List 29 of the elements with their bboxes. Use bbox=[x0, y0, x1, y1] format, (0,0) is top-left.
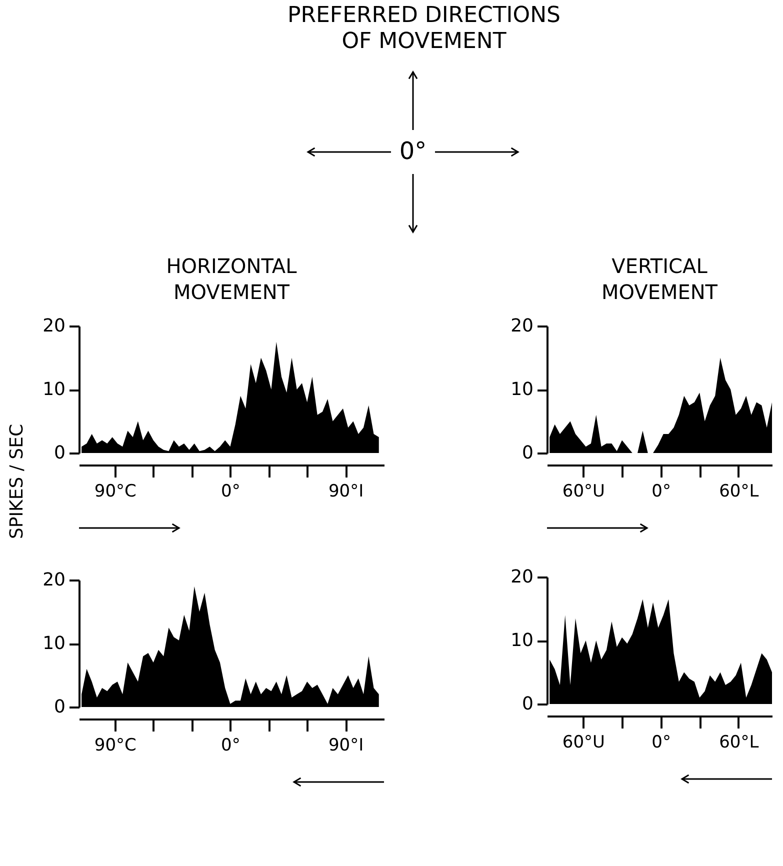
chart-title: HORIZONTAL MOVEMENT bbox=[166, 254, 298, 304]
y-tick-label: 10 bbox=[510, 630, 534, 651]
y-tick-label: 10 bbox=[510, 379, 534, 400]
x-tick-label: 60°U bbox=[562, 732, 605, 752]
x-tick-label: 0° bbox=[652, 732, 671, 752]
y-tick-label: 0 bbox=[522, 442, 534, 464]
x-tick-label: 0° bbox=[221, 482, 240, 502]
y-tick-label: 10 bbox=[42, 633, 66, 654]
text: 0° bbox=[399, 137, 427, 165]
x-tick-label: 90°I bbox=[328, 736, 364, 756]
x-tick-label: 60°U bbox=[562, 482, 605, 502]
y-tick-label: 0 bbox=[54, 696, 66, 718]
x-tick-label: 90°C bbox=[94, 482, 136, 502]
y-tick-label: 20 bbox=[42, 316, 66, 336]
x-tick-label: 90°I bbox=[328, 482, 364, 502]
x-tick-label: 90°C bbox=[94, 736, 136, 756]
y-tick-label: 20 bbox=[42, 570, 66, 590]
chart-title: VERTICAL MOVEMENT bbox=[601, 254, 718, 304]
y-tick-label: 0 bbox=[54, 442, 66, 464]
x-tick-label: 60°L bbox=[719, 732, 760, 752]
x-tick-label: 60°L bbox=[719, 482, 760, 502]
y-axis-title: SPIKES / SEC bbox=[6, 424, 28, 540]
y-tick-label: 20 bbox=[510, 316, 534, 336]
x-tick-label: 0° bbox=[652, 482, 671, 502]
y-tick-label: 0 bbox=[522, 694, 534, 714]
y-tick-label: 20 bbox=[510, 566, 534, 588]
x-tick-label: 0° bbox=[221, 736, 240, 756]
y-tick-label: 10 bbox=[42, 379, 66, 400]
text: PREFERRED DIRECTIONS OF MOVEMENT bbox=[287, 3, 561, 54]
